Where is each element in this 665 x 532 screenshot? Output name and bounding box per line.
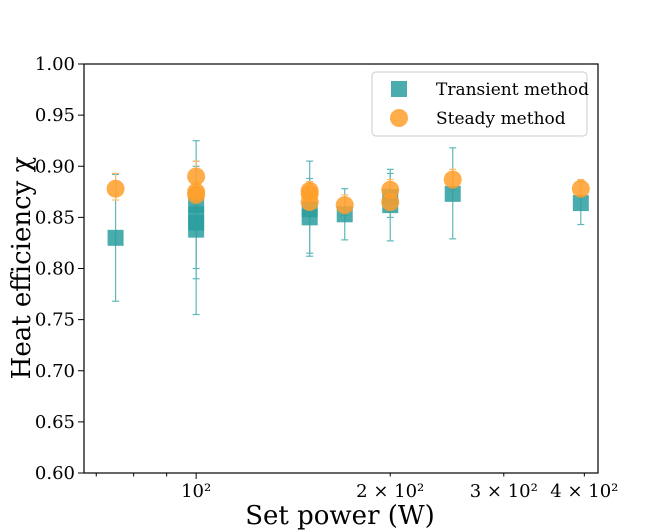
legend: Transient method Steady method	[371, 71, 589, 137]
legend-marker-transient	[391, 81, 407, 97]
y-tick-label: 0.70	[35, 361, 75, 382]
steady-point	[381, 180, 400, 199]
legend-marker-steady	[390, 109, 408, 127]
y-axis-label: Heat efficiency χ	[7, 156, 37, 379]
legend-frame	[371, 71, 588, 137]
steady-point	[187, 182, 206, 201]
y-tick-label: 0.80	[35, 259, 75, 280]
y-tick-label: 1.00	[35, 54, 75, 75]
legend-label-steady: Steady method	[436, 109, 566, 129]
x-tick-label: 3 × 10²	[470, 481, 538, 502]
y-tick-label: 0.85	[35, 207, 75, 228]
y-tick-label: 0.90	[35, 156, 75, 177]
y-tick-label: 0.60	[35, 463, 75, 484]
steady-point	[300, 181, 319, 200]
x-tick-label: 2 × 10²	[356, 481, 424, 502]
y-axis-label-text: Heat efficiency χ	[7, 156, 37, 379]
steady-point	[106, 179, 125, 198]
y-tick-label: 0.75	[35, 310, 75, 331]
x-axis-label-text: Set power (W)	[245, 501, 435, 531]
transient-point	[444, 185, 461, 202]
steady-point	[335, 196, 354, 215]
steady-point	[443, 170, 462, 189]
plot-area: 10² 2 × 10² 3 × 10² 4 × 10² 0.60 0.65 0.70 0.75…	[35, 54, 618, 502]
axes-frame	[83, 63, 599, 474]
x-tick-label: 10²	[181, 481, 211, 502]
transient-point	[572, 195, 589, 212]
x-tick-label: 4 × 10²	[550, 481, 618, 502]
y-tick-label: 0.65	[35, 412, 75, 433]
y-tick-label: 0.95	[35, 105, 75, 126]
steady-point	[571, 179, 590, 198]
legend-label-transient: Transient method	[436, 80, 589, 100]
x-axis-label: Set power (W)	[245, 501, 435, 531]
transient-point	[107, 229, 124, 246]
steady-point	[187, 167, 206, 186]
